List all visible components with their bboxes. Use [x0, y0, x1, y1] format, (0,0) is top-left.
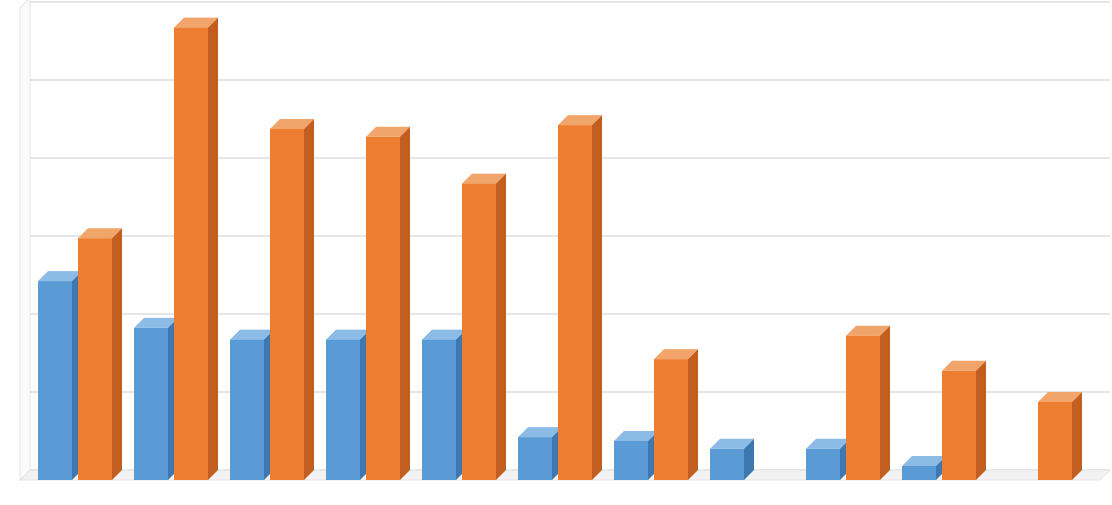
chart-canvas	[0, 0, 1112, 505]
bar-chart-3d	[0, 0, 1112, 505]
